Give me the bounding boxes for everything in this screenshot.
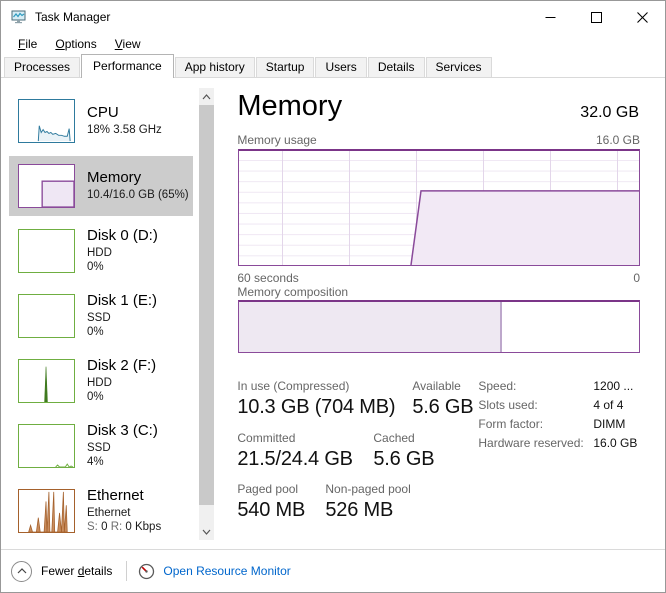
usage-label: Memory usage [237,133,317,147]
title-bar: Task Manager [1,1,665,33]
minimize-button[interactable] [527,1,573,33]
disk2-type: HDD [87,377,112,389]
stat-paged-pool: Paged pool 540 MB [237,482,306,521]
cpu-mini-graph [18,99,75,143]
tab-services[interactable]: Services [425,57,492,77]
minimize-icon [545,16,555,18]
cpu-stats: 18% 3.58 GHz [87,124,162,137]
disk1-mini-graph [18,294,75,338]
resource-monitor-icon [139,563,155,579]
detail-slots-used: Slots used: 4 of 4 [478,398,624,412]
collapse-icon [11,560,32,582]
stat-cached: Cached 5.6 GB [373,431,435,470]
disk0-usage: 0% [87,261,104,274]
performance-content: CPU 18% 3.58 GHz Memory 10.4/16.0 GB (65… [1,78,665,550]
ethernet-throughput: S: 0 R: 0 Kbps [87,521,162,534]
resource-list: CPU 18% 3.58 GHz Memory 10.4/16.0 GB (65… [1,78,215,541]
sidebar-item-disk0[interactable]: Disk 0 (D:) HDD 0% [9,221,193,281]
disk2-usage: 0% [87,391,104,404]
total-capacity: 32.0 GB [580,104,639,121]
tab-details[interactable]: Details [367,57,425,77]
usage-label-row: Memory usage 16.0 GB [237,133,640,147]
memory-usage-line [411,191,639,265]
resource-monitor-label: Open Resource Monitor [163,564,291,578]
memory-stats: 10.4/16.0 GB (65%) [87,189,189,202]
task-manager-app-icon [11,10,26,24]
timeline-label-row: 60 seconds 0 [237,271,640,285]
sidebar-item-cpu[interactable]: CPU 18% 3.58 GHz [9,91,193,151]
sidebar-item-ethernet[interactable]: Ethernet Ethernet S: 0 R: 0 Kbps [9,481,193,541]
cpu-title: CPU [87,104,119,122]
scrollbar-up-arrow[interactable] [199,88,215,105]
disk1-usage: 0% [87,326,104,339]
stat-nonpaged-pool: Non-paged pool 526 MB [325,482,411,521]
memory-detail-pane: Memory 32.0 GB Memory usage 16.0 GB 60 s… [215,78,665,550]
memory-title: Memory [87,169,142,187]
memory-composition-bar [238,300,641,353]
maximize-icon [590,11,602,23]
timeline-left-label: 60 seconds [237,271,299,285]
composition-label-row: Memory composition [237,285,640,299]
menu-view[interactable]: View [114,36,141,51]
disk0-mini-graph [18,229,75,273]
sidebar-item-disk3[interactable]: Disk 3 (C:) SSD 4% [9,416,193,476]
close-icon [636,11,648,23]
menu-file[interactable]: File [18,36,38,51]
sidebar-item-disk1[interactable]: Disk 1 (E:) SSD 0% [9,286,193,346]
fewer-details-button[interactable]: Fewer details [11,560,113,582]
detail-hardware-reserved: Hardware reserved: 16.0 GB [478,436,638,450]
tab-processes[interactable]: Processes [4,57,81,77]
tab-startup[interactable]: Startup [255,57,315,77]
fewer-details-label: Fewer details [41,564,113,578]
stat-committed: Committed 21.5/24.4 GB [237,431,353,470]
disk2-title: Disk 2 (F:) [87,357,157,375]
disk2-mini-graph [18,359,75,403]
ethernet-title: Ethernet [87,487,144,505]
disk3-mini-graph [18,424,75,468]
disk1-title: Disk 1 (E:) [87,292,158,310]
usage-scale-max: 16.0 GB [595,133,640,147]
memory-mini-graph [18,164,75,208]
stat-in-use: In use (Compressed) 10.3 GB (704 MB) [237,379,396,418]
ethernet-mini-graph [18,489,75,533]
detail-form-factor: Form factor: DIMM [478,417,626,431]
close-button[interactable] [619,1,665,33]
footer-divider [126,561,128,581]
tab-users[interactable]: Users [315,57,367,77]
tab-strip: Processes Performance App history Startu… [1,54,665,78]
tab-app-history[interactable]: App history [174,57,255,77]
tab-performance[interactable]: Performance [81,54,174,78]
disk0-title: Disk 0 (D:) [87,227,158,245]
composition-label: Memory composition [237,285,349,299]
disk1-type: SSD [87,312,111,324]
disk0-type: HDD [87,247,112,259]
window-controls [527,1,665,33]
performance-sidebar: CPU 18% 3.58 GHz Memory 10.4/16.0 GB (65… [1,78,215,550]
sidebar-item-memory[interactable]: Memory 10.4/16.0 GB (65%) [9,156,193,216]
footer-bar: Fewer details Open Resource Monitor [1,549,665,592]
page-title: Memory [237,90,343,122]
disk3-usage: 4% [87,456,104,469]
sidebar-item-disk2[interactable]: Disk 2 (F:) HDD 0% [9,351,193,411]
detail-speed: Speed: 1200 ... [478,379,634,393]
memory-usage-chart [238,149,641,266]
window-title: Task Manager [35,10,111,24]
open-resource-monitor-link[interactable]: Open Resource Monitor [138,563,291,580]
menu-bar: File Options View [1,33,665,54]
menu-options[interactable]: Options [55,36,97,51]
scrollbar-down-arrow[interactable] [199,523,215,540]
disk3-type: SSD [87,442,111,454]
timeline-right-label: 0 [633,271,640,285]
ethernet-name: Ethernet [87,507,131,519]
maximize-button[interactable] [573,1,619,33]
memory-usage-area [411,190,640,265]
sidebar-scrollbar[interactable] [199,88,215,540]
hardware-details: Speed: 1200 ... Slots used: 4 of 4 Form fa… [478,379,637,455]
disk3-title: Disk 3 (C:) [87,422,158,440]
stat-available: Available 5.6 GB [412,379,474,418]
composition-in-use-segment [239,302,503,352]
scrollbar-thumb[interactable] [199,105,215,505]
